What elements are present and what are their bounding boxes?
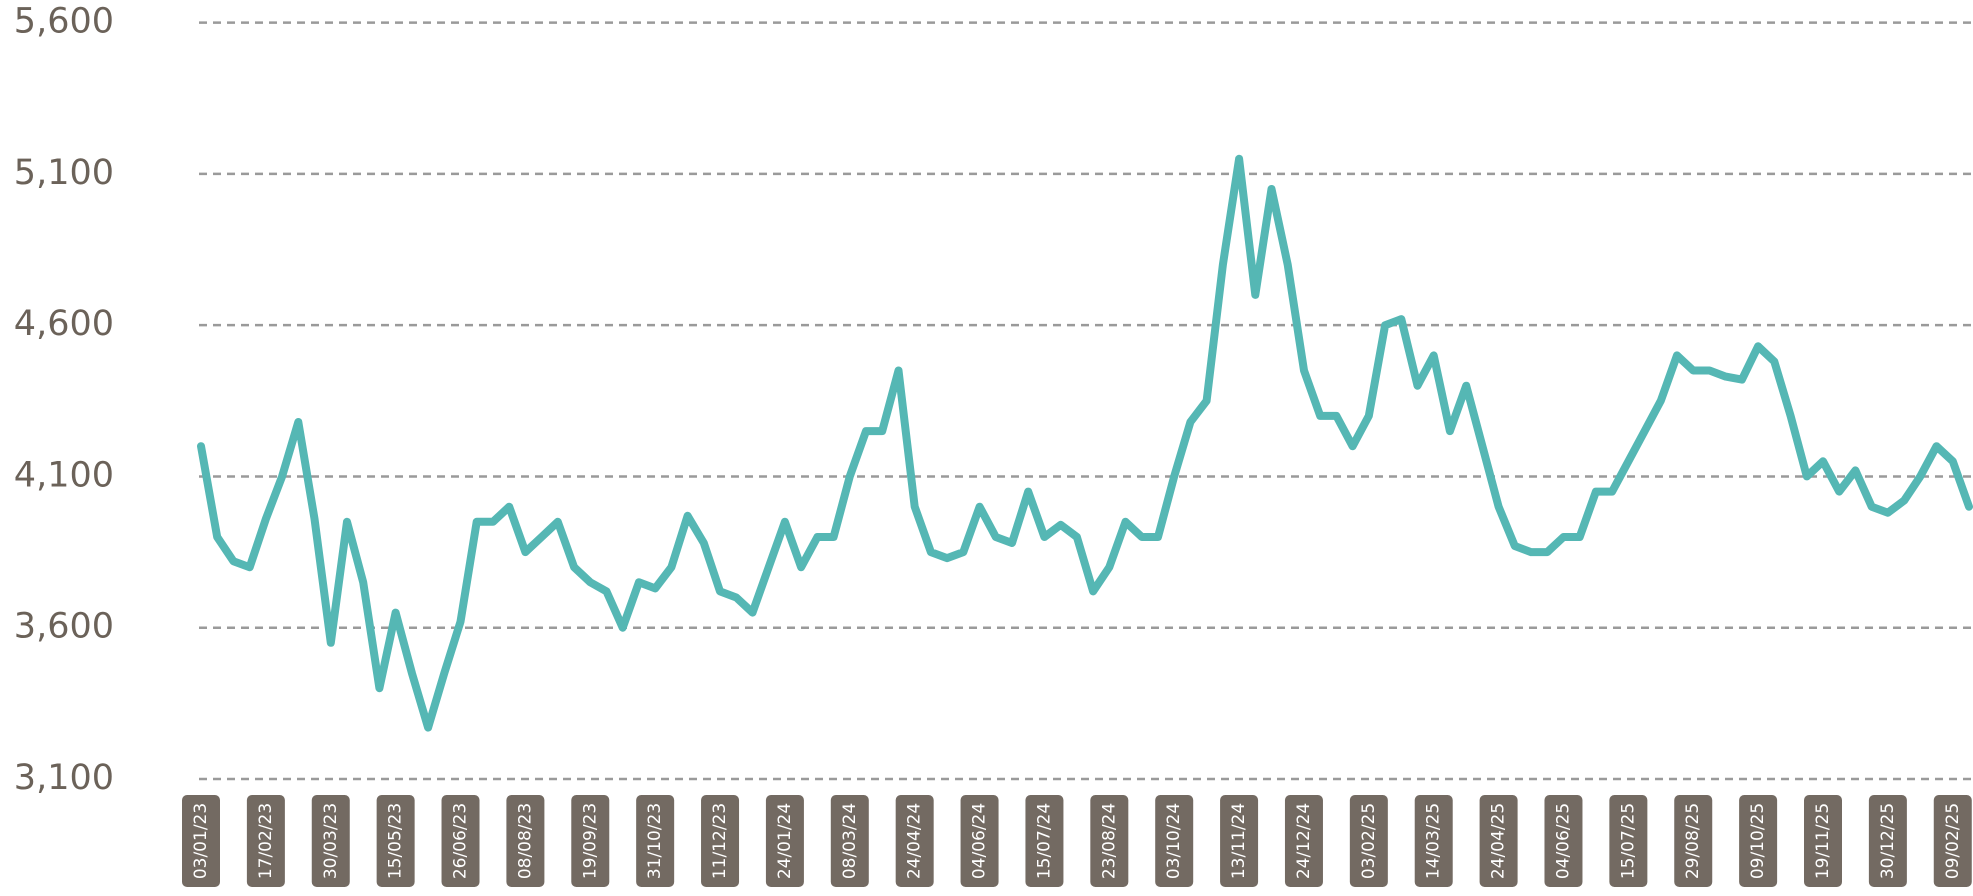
x-tick-label: 15/07/25 bbox=[1618, 803, 1638, 879]
x-tick-label: 09/10/25 bbox=[1748, 803, 1768, 879]
x-tick: 15/07/24 bbox=[1025, 795, 1064, 887]
x-tick-label: 17/02/23 bbox=[256, 803, 276, 879]
x-tick-box bbox=[636, 795, 675, 887]
x-tick: 04/06/25 bbox=[1544, 795, 1583, 887]
x-tick-label: 19/11/25 bbox=[1813, 803, 1833, 879]
x-tick: 30/03/23 bbox=[311, 795, 350, 887]
x-tick-label: 26/06/23 bbox=[451, 803, 471, 879]
x-tick-label: 24/04/24 bbox=[905, 803, 925, 879]
x-tick: 03/02/25 bbox=[1349, 795, 1388, 887]
x-tick: 03/01/23 bbox=[182, 795, 220, 887]
x-tick-label: 24/01/24 bbox=[775, 803, 795, 879]
x-tick-label: 15/07/24 bbox=[1034, 803, 1054, 879]
x-tick-label: 30/12/25 bbox=[1878, 803, 1898, 879]
x-tick-box bbox=[1868, 795, 1907, 887]
x-tick: 08/08/23 bbox=[506, 795, 545, 887]
y-tick-label: 4,100 bbox=[14, 455, 114, 495]
x-tick-box bbox=[1804, 795, 1842, 887]
x-tick-box bbox=[1414, 795, 1453, 887]
x-tick-label: 30/03/23 bbox=[321, 803, 341, 879]
x-tick: 15/05/23 bbox=[376, 795, 415, 887]
x-tick-box bbox=[765, 795, 804, 887]
x-tick-box bbox=[895, 795, 934, 887]
x-tick-label: 15/05/23 bbox=[386, 803, 406, 879]
x-tick-label: 03/10/24 bbox=[1164, 803, 1184, 879]
x-tick-label: 08/03/24 bbox=[840, 803, 860, 879]
x-tick-box bbox=[1933, 795, 1972, 887]
x-tick: 14/03/25 bbox=[1414, 795, 1453, 887]
x-tick-label: 03/02/25 bbox=[1359, 803, 1379, 879]
x-tick-box bbox=[1739, 795, 1778, 887]
x-tick-label: 04/06/24 bbox=[970, 803, 990, 879]
x-tick-box bbox=[1284, 795, 1323, 887]
x-tick-box bbox=[1349, 795, 1388, 887]
x-tick: 23/08/24 bbox=[1090, 795, 1129, 887]
x-tick: 29/08/25 bbox=[1674, 795, 1713, 887]
x-tick: 04/06/24 bbox=[960, 795, 999, 887]
x-tick: 15/07/25 bbox=[1609, 795, 1648, 887]
x-tick-box bbox=[506, 795, 545, 887]
x-tick: 24/12/24 bbox=[1284, 795, 1323, 887]
x-tick: 19/11/25 bbox=[1804, 795, 1842, 887]
x-tick-label: 19/09/23 bbox=[580, 803, 600, 879]
x-tick: 31/10/23 bbox=[636, 795, 675, 887]
x-tick-label: 24/04/25 bbox=[1489, 803, 1509, 879]
x-tick-label: 29/08/25 bbox=[1683, 803, 1703, 879]
x-tick-label: 08/08/23 bbox=[515, 803, 535, 879]
x-tick-box bbox=[1090, 795, 1129, 887]
x-tick: 26/06/23 bbox=[441, 795, 480, 887]
x-tick: 03/10/24 bbox=[1155, 795, 1194, 887]
x-tick: 19/09/23 bbox=[571, 795, 610, 887]
x-tick-label: 11/12/23 bbox=[710, 803, 730, 879]
x-tick: 30/12/25 bbox=[1868, 795, 1907, 887]
x-tick-label: 24/12/24 bbox=[1294, 803, 1314, 879]
x-tick-box bbox=[830, 795, 869, 887]
x-tick-box bbox=[701, 795, 740, 887]
y-tick-label: 4,600 bbox=[14, 304, 114, 344]
line bbox=[197, 154, 1973, 732]
x-tick-label: 04/06/25 bbox=[1553, 803, 1573, 879]
x-tick: 17/02/23 bbox=[246, 795, 285, 887]
x-tick-box bbox=[441, 795, 480, 887]
x-tick: 24/04/24 bbox=[895, 795, 934, 887]
x-tick-box bbox=[376, 795, 415, 887]
x-tick-box bbox=[1674, 795, 1713, 887]
x-tick-label: 03/01/23 bbox=[191, 803, 211, 879]
x-tick-label: 13/11/24 bbox=[1229, 803, 1249, 879]
x-tick: 08/03/24 bbox=[830, 795, 869, 887]
x-tick-label: 09/02/25 bbox=[1943, 803, 1963, 879]
x-tick: 09/02/25 bbox=[1933, 795, 1972, 887]
y-tick-label: 3,100 bbox=[14, 758, 114, 798]
x-tick-box bbox=[182, 795, 220, 887]
x-tick-box bbox=[1609, 795, 1648, 887]
x-tick-box bbox=[1155, 795, 1194, 887]
y-tick-label: 3,600 bbox=[14, 607, 114, 647]
x-tick: 24/04/25 bbox=[1479, 795, 1518, 887]
x-tick-label: 31/10/23 bbox=[645, 803, 665, 879]
x-tick-label: 23/08/24 bbox=[1099, 803, 1119, 879]
y-tick-label: 5,100 bbox=[14, 153, 114, 193]
x-tick: 13/11/24 bbox=[1220, 795, 1259, 887]
x-tick-box bbox=[311, 795, 350, 887]
x-tick-box bbox=[1544, 795, 1583, 887]
y-tick-label: 5,600 bbox=[14, 2, 114, 42]
x-tick-label: 14/03/25 bbox=[1424, 803, 1444, 879]
x-tick-box bbox=[246, 795, 285, 887]
x-tick-box bbox=[571, 795, 610, 887]
x-tick-box bbox=[960, 795, 999, 887]
x-tick: 09/10/25 bbox=[1739, 795, 1778, 887]
x-tick: 24/01/24 bbox=[765, 795, 804, 887]
x-tick: 11/12/23 bbox=[701, 795, 740, 887]
x-tick-box bbox=[1479, 795, 1518, 887]
x-tick-box bbox=[1025, 795, 1064, 887]
x-tick-box bbox=[1220, 795, 1259, 887]
